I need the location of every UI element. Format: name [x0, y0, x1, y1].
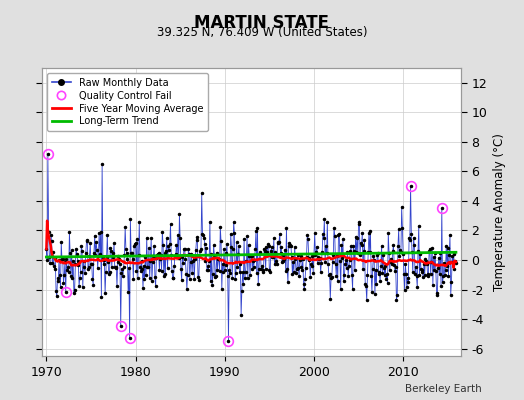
- Text: MARTIN STATE: MARTIN STATE: [194, 14, 330, 32]
- Text: 39.325 N, 76.409 W (United States): 39.325 N, 76.409 W (United States): [157, 26, 367, 39]
- Legend: Raw Monthly Data, Quality Control Fail, Five Year Moving Average, Long-Term Tren: Raw Monthly Data, Quality Control Fail, …: [47, 73, 208, 131]
- Y-axis label: Temperature Anomaly (°C): Temperature Anomaly (°C): [493, 133, 506, 291]
- Text: Berkeley Earth: Berkeley Earth: [406, 384, 482, 394]
